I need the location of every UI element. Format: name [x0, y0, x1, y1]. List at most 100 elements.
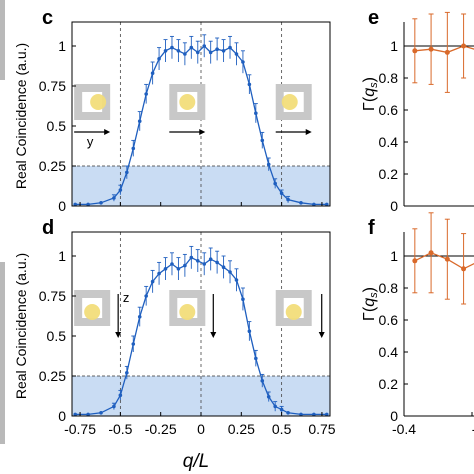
panel-d: z 0 0.25 0.5 0.75 1 -0.75 -0.5 -0.25 0 0.25 0.5 0.75…	[13, 217, 336, 437]
data-point	[444, 49, 450, 55]
panel-e: 0 0.2 0.4 0.6 0.8 1e Γ(qs)	[361, 7, 474, 214]
arrow-label: y	[87, 134, 94, 149]
data-point	[254, 356, 258, 361]
y-tick-label: 0.75	[39, 288, 66, 304]
data-point	[221, 49, 226, 53]
data-point	[176, 267, 181, 271]
data-point	[215, 260, 219, 265]
data-point	[125, 371, 129, 375]
data-point	[131, 342, 136, 346]
series-line	[414, 252, 474, 270]
y-axis-label: Γ(qs)	[361, 77, 380, 111]
data-point	[279, 191, 284, 195]
series-line	[414, 45, 474, 54]
y-axis-label: Real Coincidence (a.u.)	[13, 43, 29, 189]
x-tick-label: -0.4	[392, 421, 416, 437]
inset-1	[169, 84, 206, 135]
left-edge-bar-top	[0, 0, 5, 80]
y-tick-label: 1	[390, 248, 398, 264]
data-point	[202, 44, 207, 48]
data-point	[176, 49, 181, 53]
inset-1	[169, 290, 217, 338]
y-tick-label: 1	[58, 38, 66, 54]
y-tick-label: 0.75	[39, 78, 66, 94]
x-tick-label: -0.5	[108, 421, 132, 437]
panel-label: f	[368, 217, 375, 239]
y-tick-label: 0.4	[379, 344, 399, 360]
data-point	[99, 411, 103, 415]
x-tick-label: 0.75	[308, 421, 335, 437]
data-point	[247, 329, 252, 334]
inset-dot	[281, 94, 298, 110]
inset-2	[275, 84, 312, 135]
data-point	[150, 71, 155, 75]
inset-dot	[90, 94, 107, 110]
data-point	[312, 202, 316, 207]
data-point	[428, 250, 434, 256]
data-point	[273, 404, 277, 409]
data-point	[163, 49, 168, 53]
y-tick-label: 0.4	[379, 134, 399, 150]
data-point	[131, 146, 136, 151]
inset-dot	[179, 304, 196, 320]
data-point	[170, 45, 174, 50]
data-point	[86, 412, 90, 417]
y-tick-label: 0.25	[39, 368, 66, 384]
y-tick-label: 0.8	[379, 70, 399, 86]
y-tick-label: 1	[58, 248, 66, 264]
y-tick-label: 0	[390, 198, 398, 214]
y-tick-label: 0.5	[47, 328, 67, 344]
data-point	[215, 47, 219, 51]
data-point	[234, 52, 239, 56]
data-point	[208, 257, 213, 262]
series-line	[75, 45, 327, 206]
data-point	[195, 50, 200, 55]
inset-0: z	[74, 290, 129, 338]
panel-label: e	[368, 7, 379, 29]
data-point	[112, 404, 116, 409]
data-point	[299, 412, 303, 417]
panel-label: c	[42, 7, 53, 29]
data-point	[183, 263, 187, 268]
x-tick-label: 0.25	[228, 421, 255, 437]
y-tick-label: 0.6	[379, 312, 399, 328]
x-tick-label: 0.5	[272, 421, 292, 437]
data-point	[157, 271, 161, 276]
data-point	[202, 262, 207, 266]
data-point	[241, 297, 245, 302]
data-point	[118, 188, 123, 192]
panel-label: d	[42, 217, 54, 239]
data-point	[73, 412, 78, 417]
data-point	[461, 43, 467, 49]
data-point	[286, 197, 290, 202]
data-point	[86, 202, 90, 207]
data-point	[195, 259, 200, 263]
panel-f: 0 0.2 0.4 0.6 0.8 1 -0.4 -0 f Γ(qs)	[361, 212, 474, 437]
data-point	[234, 278, 239, 282]
arrow-head	[104, 129, 111, 135]
data-point	[266, 162, 271, 167]
data-point	[247, 82, 252, 87]
data-point	[324, 412, 329, 417]
data-point	[221, 265, 226, 270]
data-point	[137, 119, 142, 123]
data-point	[112, 196, 116, 200]
data-point	[208, 50, 213, 55]
x-tick-label: -0.25	[145, 421, 177, 437]
data-point	[228, 45, 232, 50]
data-point	[444, 256, 450, 262]
data-point	[461, 266, 467, 272]
data-point	[279, 407, 284, 412]
data-point	[412, 48, 418, 54]
y-axis-label: Γ(qs)	[361, 287, 380, 321]
y-tick-label: 1	[390, 38, 398, 54]
panel-c: y 0 0.25 0.5 0.75 1c Real Coincidence (a.u.)	[13, 7, 331, 214]
y-tick-label: 0.5	[47, 118, 67, 134]
y-tick-label: 0.8	[379, 280, 399, 296]
data-point	[137, 315, 142, 319]
data-point	[150, 279, 155, 284]
data-point	[260, 138, 265, 143]
y-axis-label: Real Coincidence (a.u.)	[13, 253, 29, 399]
data-point	[144, 294, 148, 298]
